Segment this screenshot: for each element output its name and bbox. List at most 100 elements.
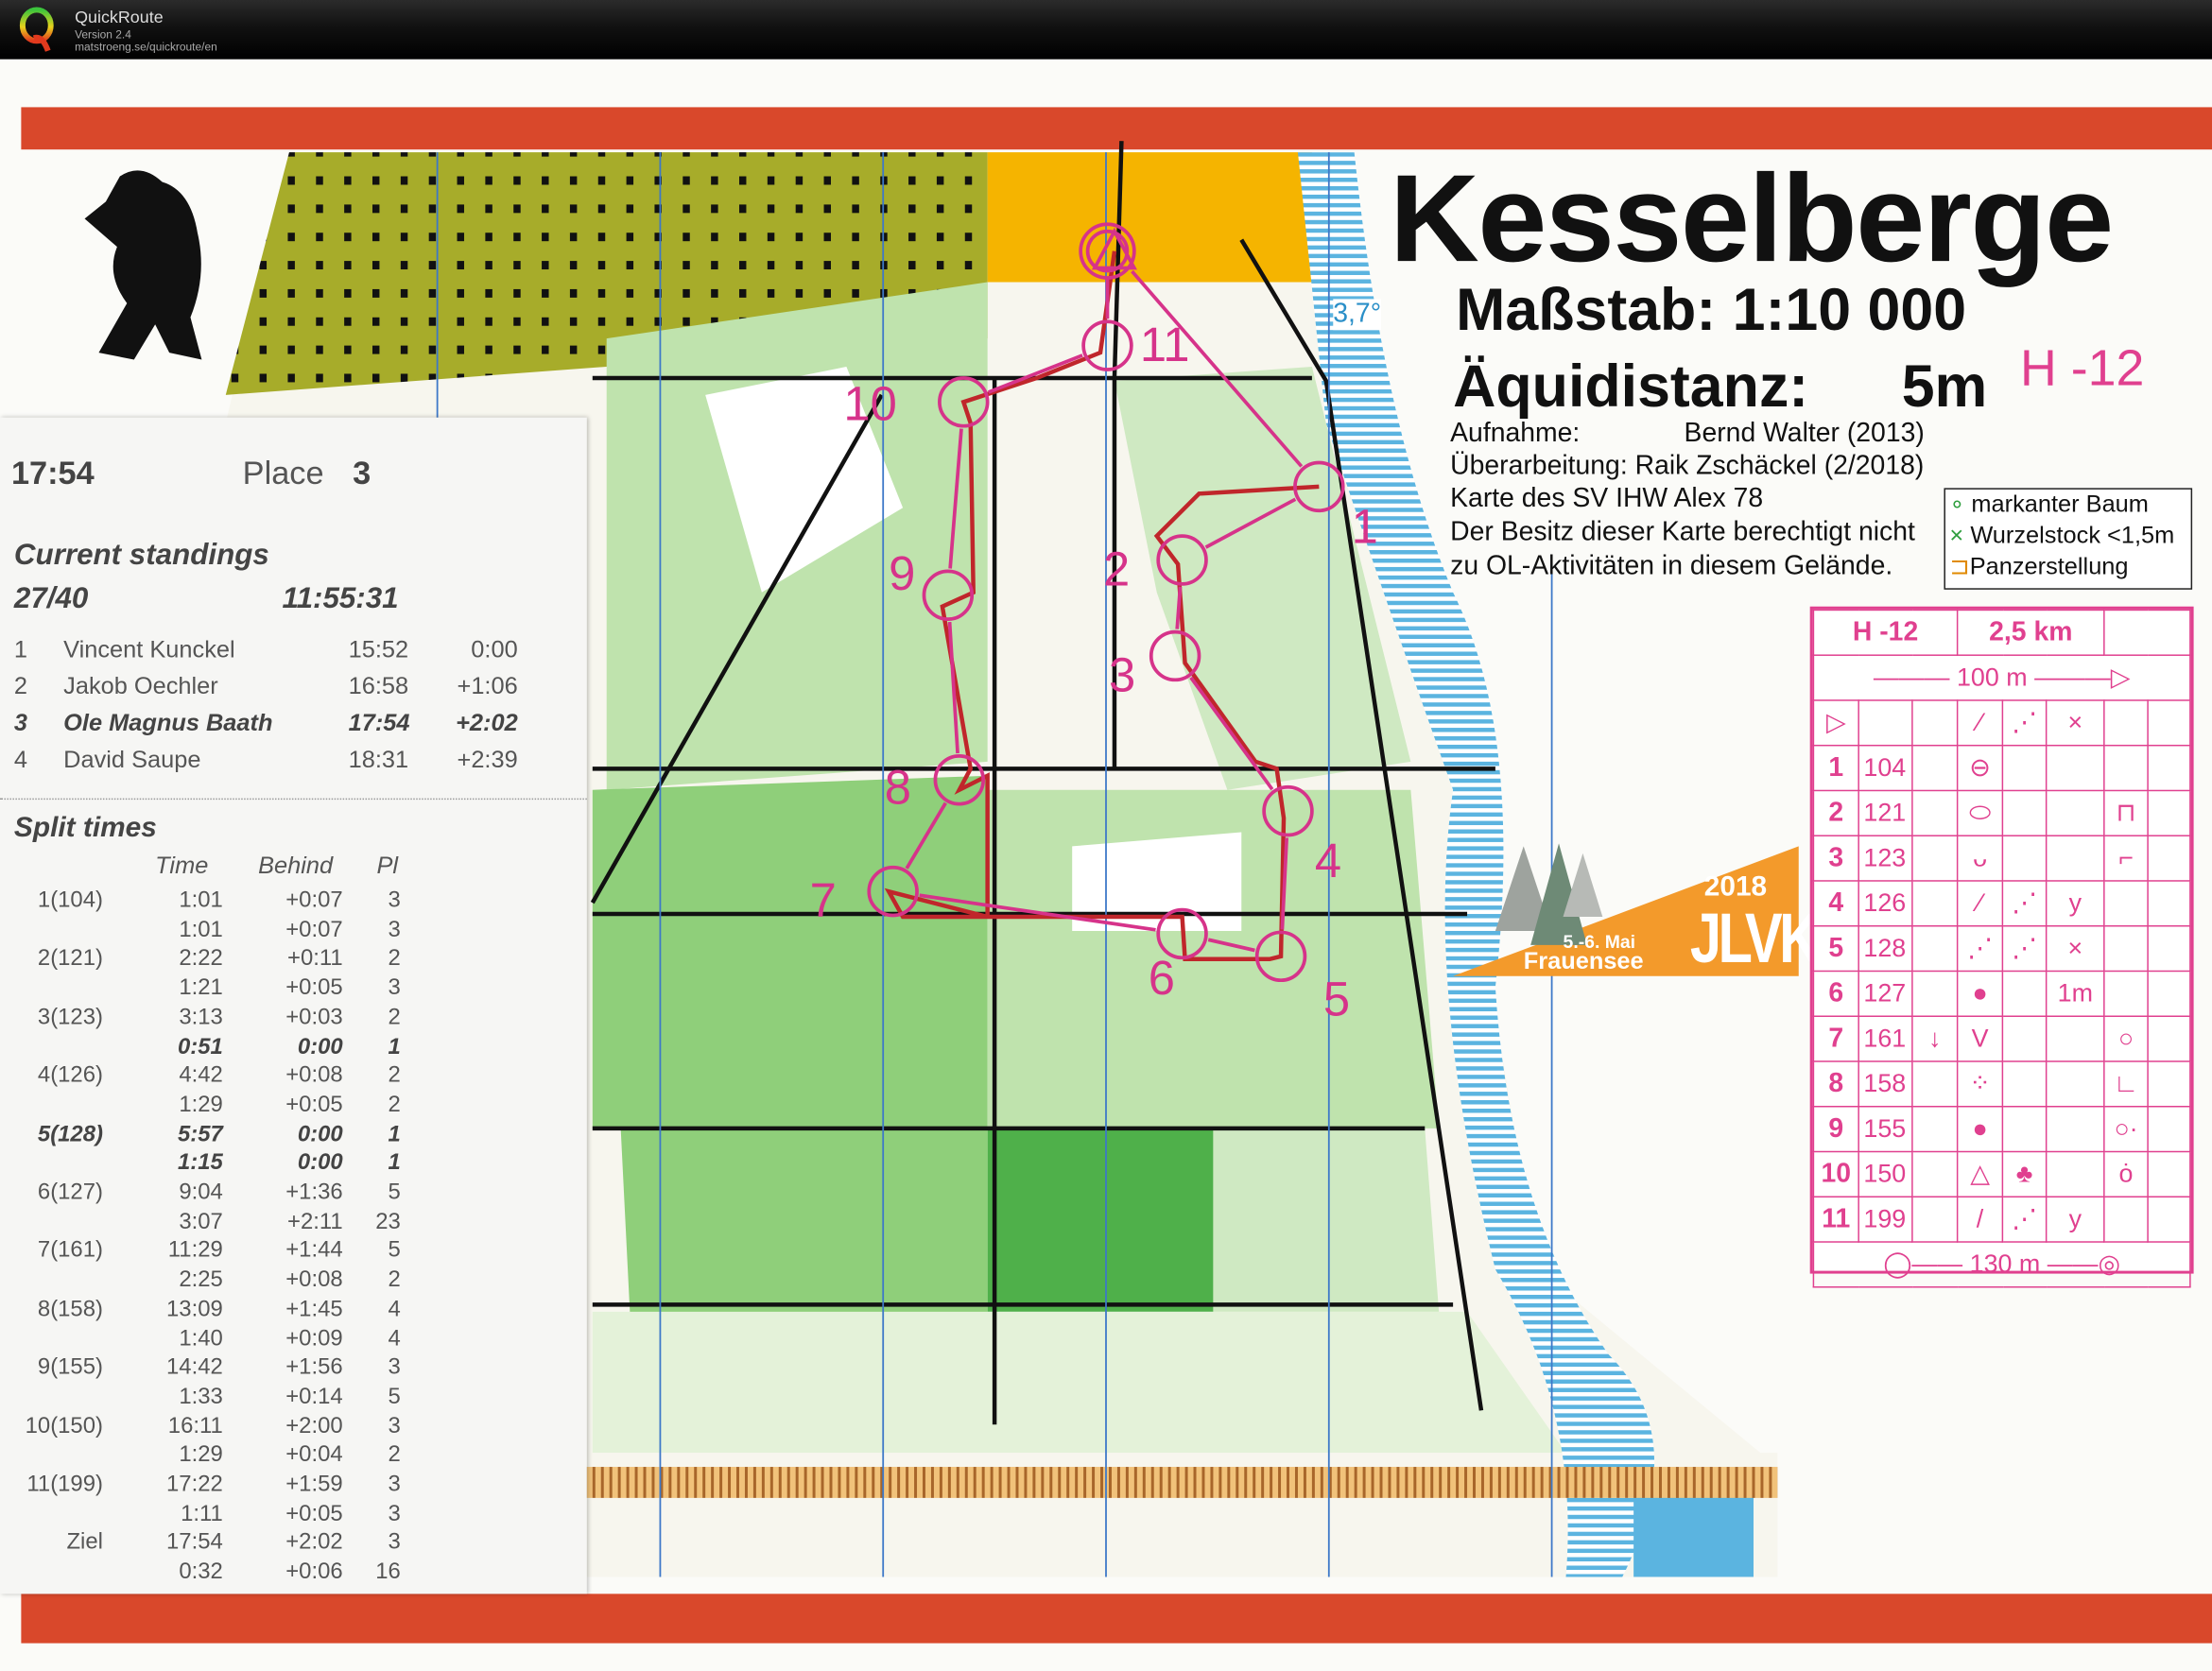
split-time: 1:11 bbox=[181, 1501, 223, 1526]
control-circle[interactable] bbox=[1262, 784, 1314, 837]
map-band-bottom bbox=[21, 1593, 2212, 1644]
split-behind: +0:04 bbox=[285, 1443, 343, 1468]
split-time: 1:21 bbox=[179, 975, 223, 1001]
desc-code: 127 bbox=[1858, 970, 1913, 1017]
control-number: 3 bbox=[1108, 648, 1136, 703]
desc-g: ○ bbox=[2103, 1015, 2149, 1062]
control-circle[interactable] bbox=[922, 569, 975, 622]
course-class: H -12 bbox=[2020, 338, 2145, 397]
split-time: 16:11 bbox=[167, 1414, 223, 1438]
desc-num: 6 bbox=[1812, 970, 1859, 1017]
credit-line: Aufnahme: Bernd Walter (2013) bbox=[1450, 419, 1925, 449]
desc-d: ● bbox=[1956, 1106, 2004, 1153]
desc-row: 7 161 ↓ V ○ bbox=[1812, 1015, 2191, 1062]
desc-g: ⌐ bbox=[2103, 835, 2149, 882]
desc-row: 11 199 /⋰ y bbox=[1812, 1196, 2191, 1243]
orienteering-map[interactable] bbox=[0, 60, 2212, 1671]
desc-code: 104 bbox=[1858, 744, 1913, 792]
map-title: Kesselberge bbox=[1389, 147, 2114, 288]
equidistance-label: Äquidistanz: bbox=[1453, 353, 1809, 420]
desc-d: ⋰ bbox=[1956, 924, 2004, 973]
split-place: 16 bbox=[375, 1559, 401, 1585]
split-place: 2 bbox=[388, 1063, 401, 1088]
split-behind: +0:05 bbox=[285, 975, 343, 1001]
desc-num: 7 bbox=[1812, 1015, 1859, 1062]
control-circle[interactable] bbox=[933, 754, 986, 806]
split-behind: +2:00 bbox=[285, 1414, 343, 1438]
desc-code: 128 bbox=[1858, 924, 1913, 973]
start-triangle-icon: ▷ bbox=[1812, 699, 1859, 747]
split-place: 2 bbox=[388, 946, 401, 972]
desc-c bbox=[1911, 789, 1959, 836]
desc-code: 123 bbox=[1858, 835, 1913, 882]
desc-code: 161 bbox=[1858, 1015, 1913, 1062]
desc-row: 9 155 ● ○· bbox=[1812, 1106, 2191, 1153]
desc-g: ȯ bbox=[2103, 1150, 2149, 1198]
desc-g: ∟ bbox=[2103, 1060, 2149, 1108]
desc-c bbox=[1911, 744, 1959, 792]
split-time: 3:07 bbox=[179, 1209, 223, 1234]
credit-line: Der Besitz dieser Karte berechtigt nicht bbox=[1450, 517, 1915, 548]
desc-e: ♣ bbox=[2001, 1150, 2048, 1198]
control-circle[interactable] bbox=[1081, 319, 1133, 371]
desc-row: 1 104 ⊖ bbox=[1812, 744, 2191, 792]
split-behind: +0:09 bbox=[285, 1326, 343, 1351]
desc-row: 2 121 ⬭ ⊓ bbox=[1812, 789, 2191, 836]
desc-f bbox=[2045, 1015, 2105, 1062]
equidistance-value: 5m bbox=[1901, 353, 1988, 420]
split-time: 9:04 bbox=[179, 1180, 223, 1205]
desc-finish-leg: ◯—— 130 m ——◎ bbox=[1812, 1241, 2191, 1288]
desc-start-row: ▷ ⁄ ⋰ × bbox=[1812, 699, 2191, 747]
control-circle[interactable] bbox=[1149, 629, 1201, 682]
course-leg bbox=[1207, 938, 1255, 953]
standing-name: Vincent Kunckel bbox=[63, 636, 235, 663]
credit-line: zu OL-Aktivitäten in diesem Gelände. bbox=[1450, 551, 1893, 581]
split-behind: +0:05 bbox=[285, 1093, 343, 1117]
desc-num: 9 bbox=[1812, 1106, 1859, 1153]
split-time: 1:15 bbox=[177, 1151, 223, 1176]
logo-name: JLVK bbox=[1689, 898, 1820, 978]
gps-route[interactable] bbox=[884, 250, 1320, 962]
control-circle[interactable] bbox=[1254, 930, 1307, 983]
desc-num: 2 bbox=[1812, 789, 1859, 836]
control-number: 5 bbox=[1322, 973, 1351, 1027]
desc-f bbox=[2045, 744, 2105, 792]
split-time: 17:54 bbox=[166, 1530, 223, 1556]
desc-f bbox=[2045, 1060, 2105, 1108]
split-behind: +1:56 bbox=[285, 1355, 343, 1380]
control-circle[interactable] bbox=[938, 376, 990, 428]
split-place: 1 bbox=[388, 1122, 401, 1146]
split-behind: +1:36 bbox=[285, 1180, 343, 1205]
control-circle[interactable] bbox=[1293, 460, 1345, 513]
desc-g bbox=[2103, 880, 2149, 927]
split-place: 3 bbox=[388, 1355, 401, 1380]
cross-icon: × bbox=[1949, 522, 1964, 549]
app-url[interactable]: matstroeng.se/quickroute/en bbox=[75, 41, 217, 54]
map-legend: ∘ markanter Baum × Wurzelstock <1,5m ⊐Pa… bbox=[1944, 488, 2193, 590]
pond bbox=[1633, 1491, 1754, 1577]
standings-title: Current standings bbox=[13, 539, 269, 572]
desc-f: y bbox=[2045, 880, 2105, 927]
desc-e bbox=[2001, 744, 2048, 792]
bracket-icon: ⊐ bbox=[1949, 553, 1970, 580]
standing-behind: +2:02 bbox=[456, 709, 518, 737]
control-circle[interactable] bbox=[1156, 907, 1208, 960]
desc-d: ● bbox=[1956, 970, 2004, 1017]
place-label: Place bbox=[242, 454, 324, 491]
split-time: 1:29 bbox=[179, 1443, 223, 1468]
desc-code: 121 bbox=[1858, 789, 1913, 836]
split-control: Ziel bbox=[66, 1530, 103, 1556]
credit-line: Überarbeitung: Raik Zschäckel (2/2018) bbox=[1450, 451, 1925, 481]
split-behind: +2:11 bbox=[286, 1209, 343, 1234]
split-place: 5 bbox=[388, 1180, 401, 1205]
split-behind: +1:59 bbox=[285, 1473, 343, 1497]
split-place: 3 bbox=[388, 1501, 401, 1526]
map-scale: Maßstab: 1:10 000 bbox=[1456, 276, 1967, 343]
desc-e bbox=[2001, 1106, 2048, 1153]
split-control: 8(158) bbox=[37, 1297, 103, 1322]
split-place: 3 bbox=[388, 1530, 401, 1556]
legend-item: × Wurzelstock <1,5m bbox=[1949, 522, 2175, 549]
control-circle[interactable] bbox=[1156, 534, 1208, 586]
control-circle[interactable] bbox=[867, 865, 919, 918]
split-time: 4:42 bbox=[179, 1063, 223, 1088]
